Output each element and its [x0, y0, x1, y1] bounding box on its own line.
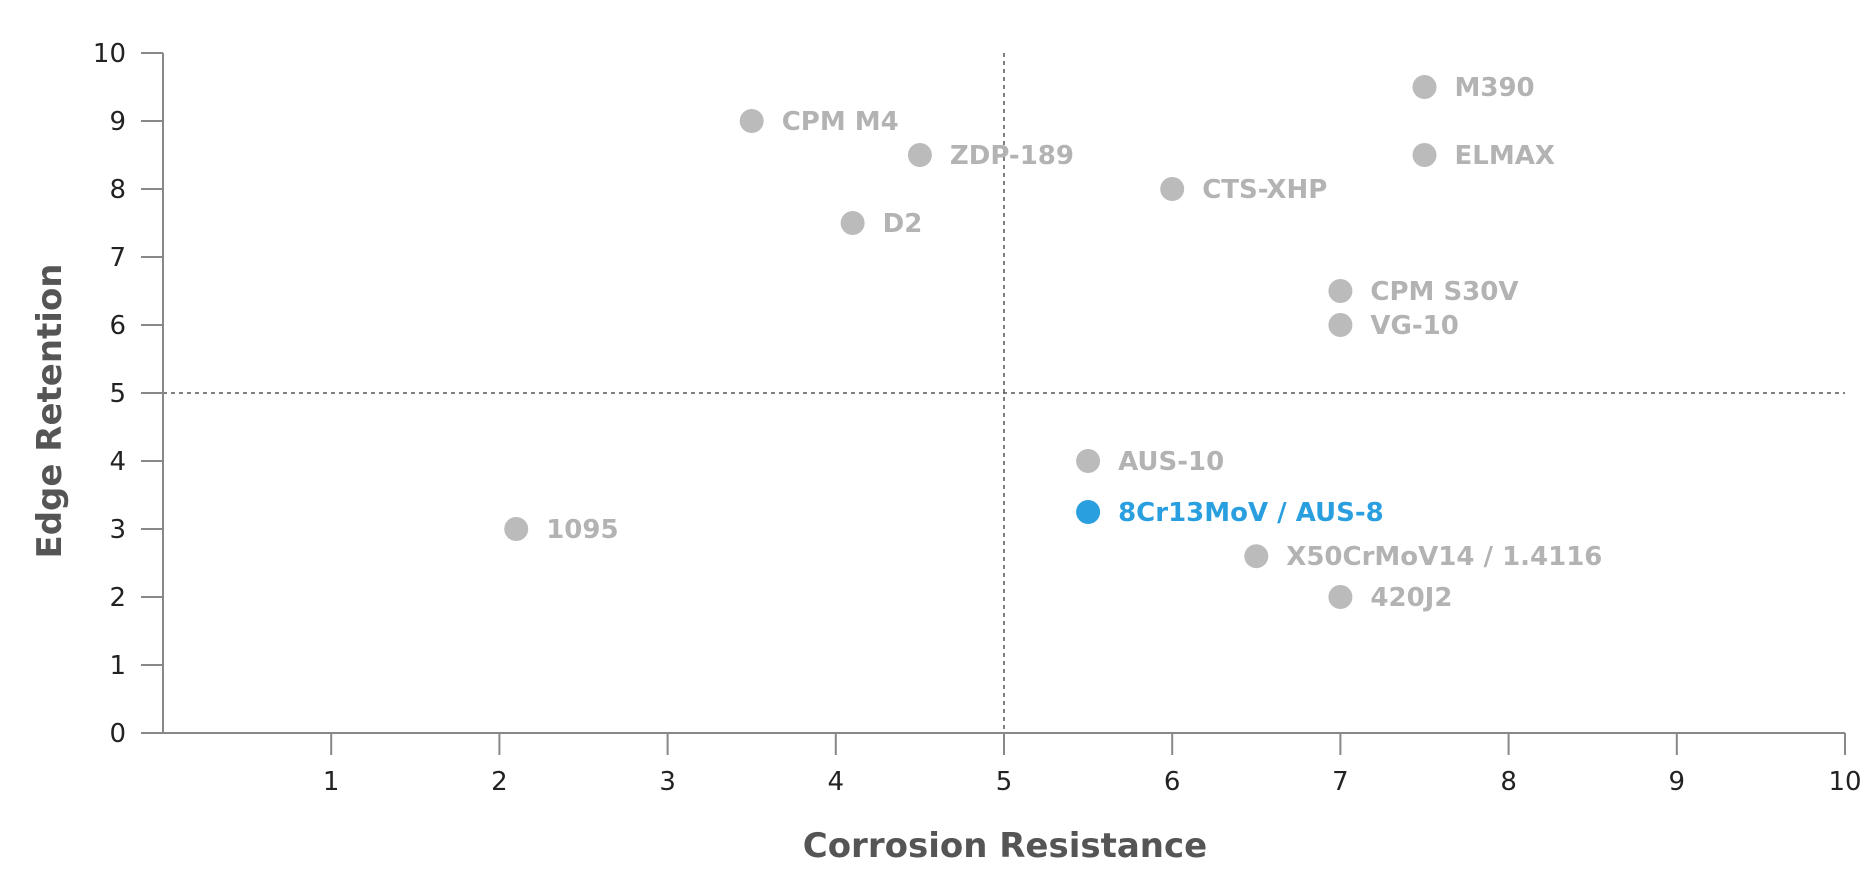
data-point-marker	[1076, 449, 1101, 473]
data-point: M390	[1412, 73, 1535, 103]
x-tick-label: 6	[1164, 767, 1181, 797]
y-tick-label: 7	[109, 243, 126, 273]
x-tick-label: 1	[323, 767, 340, 797]
data-point: 8Cr13MoV / AUS-8	[1076, 498, 1384, 528]
y-tick-label: 1	[109, 651, 126, 681]
data-point: VG-10	[1328, 311, 1459, 341]
data-point-label: M390	[1455, 73, 1535, 103]
y-tick-label: 3	[109, 515, 126, 545]
x-tick-label: 8	[1500, 767, 1517, 797]
y-tick-label: 4	[109, 447, 126, 477]
data-point-label: VG-10	[1370, 311, 1458, 341]
data-point-label: X50CrMoV14 / 1.4116	[1286, 542, 1602, 572]
data-point-marker	[1412, 75, 1437, 99]
y-tick-label: 10	[93, 39, 126, 69]
reference-lines	[163, 53, 1845, 733]
data-point-marker	[840, 211, 865, 235]
data-point-marker	[504, 517, 529, 541]
y-tick-label: 2	[109, 583, 126, 613]
y-tick-label: 6	[109, 311, 126, 341]
data-point-label: ZDP-189	[950, 141, 1074, 171]
data-point-marker	[1328, 585, 1353, 609]
data-point-marker	[1244, 544, 1269, 569]
x-tick-label: 9	[1669, 767, 1686, 797]
y-tick-label: 5	[109, 379, 126, 409]
y-tick-label: 8	[109, 175, 126, 205]
data-point-marker	[1076, 500, 1101, 524]
data-point-marker	[1328, 313, 1353, 337]
y-tick-labels: 0 1 2 3 4 5 6 7 8 9 10	[93, 39, 163, 749]
data-point: CTS-XHP	[1160, 175, 1327, 205]
data-point-label: 420J2	[1370, 583, 1452, 613]
data-point: AUS-10	[1076, 447, 1224, 477]
data-point-label: CPM S30V	[1370, 277, 1518, 307]
data-point-label: D2	[883, 209, 923, 239]
data-point-label: CPM M4	[782, 107, 899, 137]
data-point-label: ELMAX	[1455, 141, 1555, 171]
data-point-label: CTS-XHP	[1202, 175, 1327, 205]
y-axis-title: Edge Retention	[30, 263, 70, 558]
x-tick-label: 4	[828, 767, 845, 797]
data-point-marker	[739, 109, 764, 133]
data-points: M390 CPM M4 ZDP-189 ELMAX CTS-XHP D2 CPM S30V V…	[504, 73, 1602, 613]
data-point-label: 1095	[546, 515, 618, 545]
data-point: ZDP-189	[907, 141, 1074, 171]
x-tick-labels: 1 2 3 4 5 6 7 8 9 10	[323, 733, 1862, 797]
data-point: CPM M4	[739, 107, 899, 137]
data-point-label: AUS-10	[1118, 447, 1224, 477]
data-point-marker	[1160, 177, 1185, 201]
data-point-marker	[907, 143, 932, 167]
data-point-marker	[1328, 279, 1353, 303]
x-tick-label: 5	[996, 767, 1013, 797]
data-point: ELMAX	[1412, 141, 1555, 171]
data-point: D2	[840, 209, 923, 239]
data-point: CPM S30V	[1328, 277, 1518, 307]
x-tick-label: 3	[659, 767, 676, 797]
x-tick-label: 2	[491, 767, 508, 797]
data-point: 420J2	[1328, 583, 1452, 613]
x-tick-label: 7	[1332, 767, 1349, 797]
y-tick-label: 0	[109, 719, 126, 749]
x-axis-title: Corrosion Resistance	[803, 826, 1207, 866]
y-tick-label: 9	[109, 107, 126, 137]
data-point-label: 8Cr13MoV / AUS-8	[1118, 498, 1384, 528]
x-tick-label: 10	[1828, 767, 1861, 797]
data-point: X50CrMoV14 / 1.4116	[1244, 542, 1602, 572]
data-point: 1095	[504, 515, 619, 545]
data-point-marker	[1412, 143, 1437, 167]
